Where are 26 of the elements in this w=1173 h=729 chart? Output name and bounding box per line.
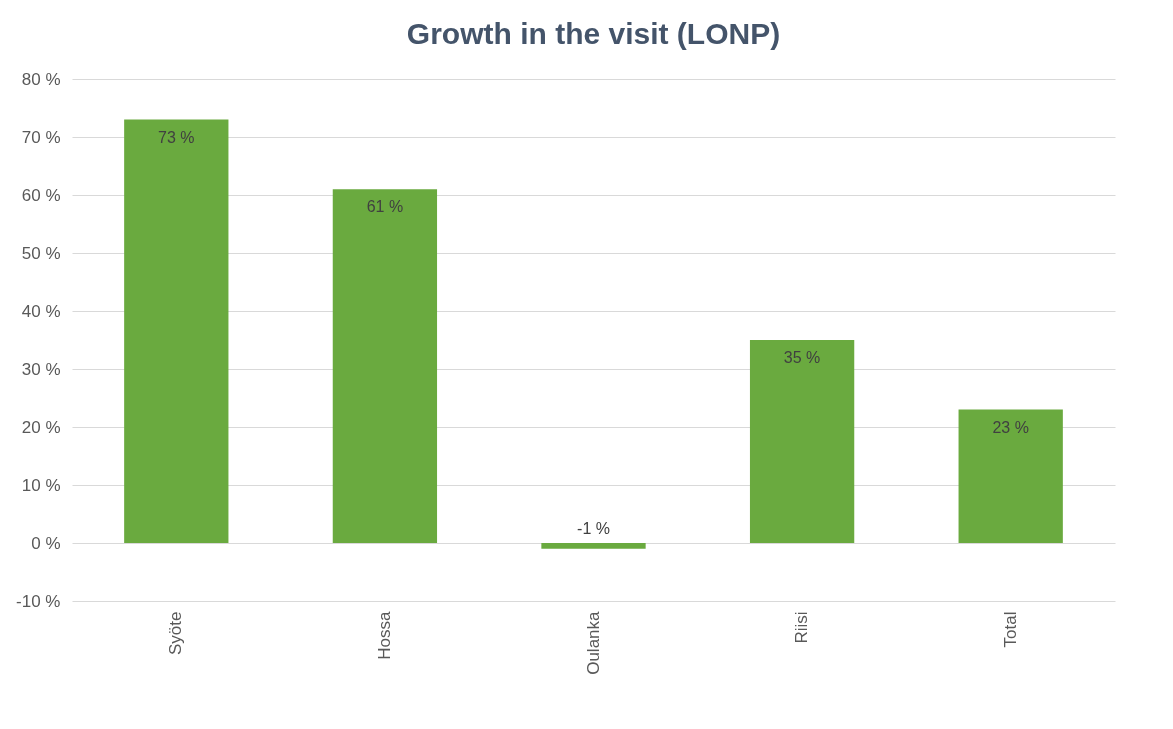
- x-tick-label: Hossa: [374, 610, 394, 660]
- x-tick-label: Syöte: [166, 611, 186, 655]
- y-tick-label: 70 %: [21, 127, 61, 147]
- y-tick-label: 0 %: [31, 533, 61, 553]
- bar: [749, 340, 855, 543]
- y-tick-label: 10 %: [21, 475, 61, 495]
- y-tick-label: 50 %: [21, 243, 61, 263]
- chart-title: Growth in the visit (LONP): [406, 17, 781, 50]
- data-label: 61 %: [366, 198, 404, 216]
- bar: [332, 189, 438, 543]
- y-tick-label: 80 %: [21, 69, 61, 89]
- bar: [541, 543, 646, 549]
- data-label: -1 %: [577, 520, 610, 537]
- y-tick-label: 20 %: [21, 417, 61, 437]
- data-label: 23 %: [992, 418, 1029, 436]
- bar: [124, 119, 229, 543]
- data-label: 73 %: [158, 128, 195, 146]
- y-tick-label: 40 %: [21, 301, 61, 321]
- data-label: 35 %: [783, 349, 821, 366]
- x-tick-label: Total: [1000, 611, 1020, 648]
- x-tick-label: Oulanka: [583, 610, 603, 675]
- y-tick-label: -10 %: [16, 591, 61, 611]
- bar: [958, 409, 1063, 543]
- y-tick-label: 60 %: [21, 185, 61, 205]
- y-tick-label: 30 %: [21, 359, 61, 379]
- x-tick-label: Riisi: [792, 611, 812, 644]
